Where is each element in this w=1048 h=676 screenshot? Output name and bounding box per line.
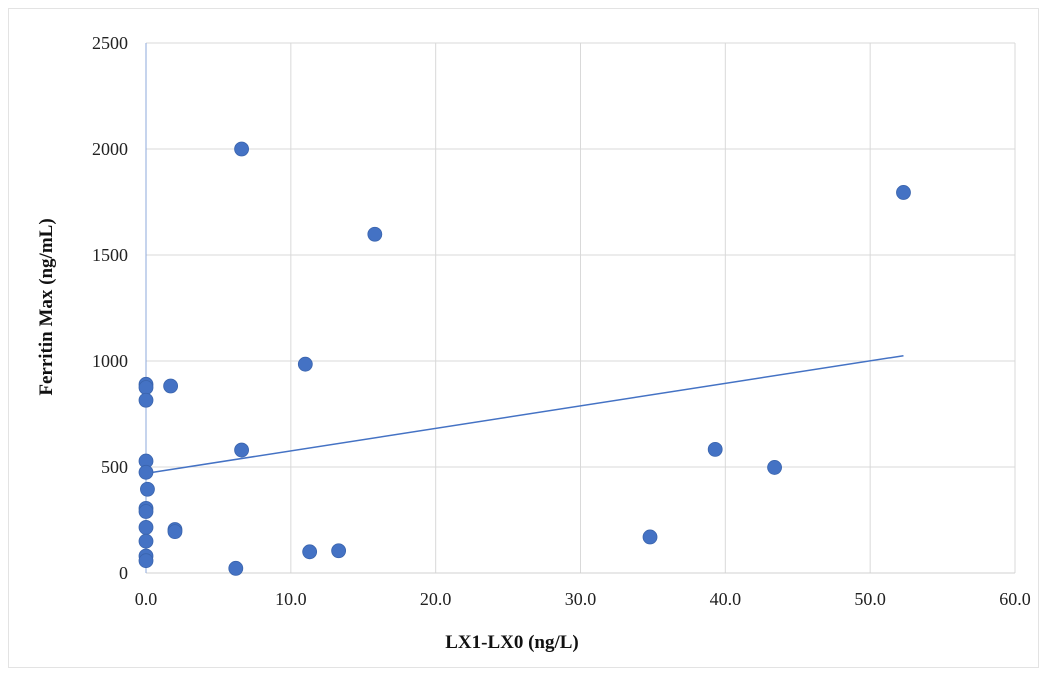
data-point [367, 226, 383, 242]
data-point [302, 544, 318, 560]
x-axis-title: LX1-LX0 (ng/L) [445, 632, 579, 653]
data-point [297, 356, 313, 372]
y-tick-label: 2000 [92, 139, 128, 159]
x-tick-label: 60.0 [999, 589, 1031, 609]
data-point [138, 380, 154, 395]
y-tick-label: 1000 [92, 351, 128, 371]
chart-frame: 0 500 1000 1500 2000 2500 0.0 10.0 20.0 30.0 40.0 5… [8, 8, 1039, 668]
data-point [138, 520, 154, 535]
data-point [896, 185, 911, 200]
x-tick-label: 50.0 [854, 589, 886, 609]
x-tick-label: 30.0 [565, 589, 597, 609]
data-point [167, 524, 183, 540]
y-tick-label: 2500 [92, 33, 128, 53]
x-tick-label: 10.0 [275, 589, 307, 609]
data-points [138, 141, 911, 576]
grid-lines [146, 42, 1016, 573]
x-tick-label: 0.0 [135, 589, 158, 609]
data-point [138, 553, 154, 569]
data-point [707, 442, 723, 457]
scatter-chart: 0 500 1000 1500 2000 2500 0.0 10.0 20.0 30.0 40.0 5… [36, 33, 1031, 653]
data-point [138, 533, 154, 549]
data-point [138, 504, 154, 519]
tick-labels: 0 500 1000 1500 2000 2500 0.0 10.0 20.0 30.0 40.0 5… [92, 33, 1031, 609]
y-axis-title: Ferritin Max (ng/mL) [36, 218, 57, 395]
y-tick-label: 500 [101, 457, 128, 477]
x-tick-label: 20.0 [420, 589, 452, 609]
data-point [642, 529, 658, 545]
y-tick-label: 0 [119, 563, 128, 583]
data-point [331, 543, 347, 559]
data-point [138, 392, 154, 408]
data-point [163, 378, 179, 394]
x-tick-label: 40.0 [710, 589, 742, 609]
y-tick-label: 1500 [92, 245, 128, 265]
trendline [145, 354, 904, 475]
trendline-group [145, 354, 904, 475]
data-point [138, 464, 154, 480]
data-point [234, 141, 249, 157]
data-point [228, 560, 244, 576]
data-point [140, 481, 155, 497]
data-point [234, 442, 249, 458]
data-point [767, 460, 782, 475]
